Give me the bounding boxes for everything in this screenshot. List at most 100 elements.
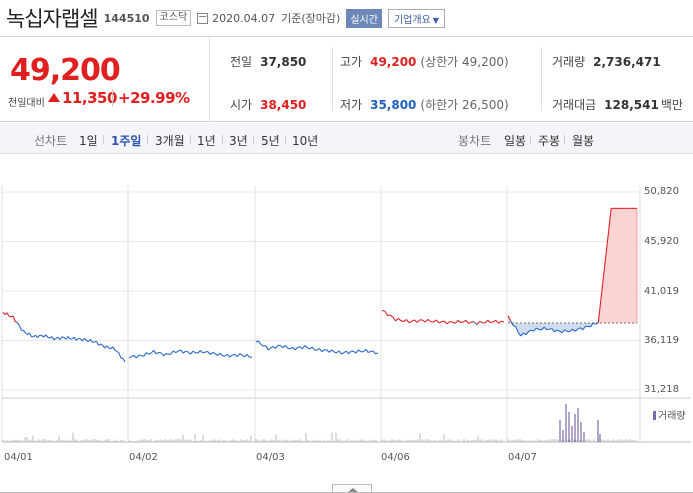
tab-5y[interactable]: 5년 bbox=[261, 134, 280, 148]
price-line-segment bbox=[523, 332, 527, 336]
price-line-segment bbox=[47, 336, 50, 339]
price-line-segment bbox=[108, 347, 112, 350]
price-line-segment bbox=[411, 319, 415, 322]
price-line-segment bbox=[12, 315, 16, 322]
price-line-segment bbox=[160, 352, 164, 357]
volume-label: 거래량 bbox=[552, 55, 586, 69]
price-line-segment bbox=[86, 339, 89, 343]
y-tick-label: 45,920 bbox=[644, 236, 679, 247]
price-line-segment bbox=[372, 350, 376, 355]
price-line-segment bbox=[608, 208, 612, 232]
price-line-segment bbox=[561, 329, 566, 334]
quote-date-suffix: 기준(장마감) bbox=[281, 12, 341, 25]
price-line-segment bbox=[275, 344, 279, 349]
price-line-segment bbox=[33, 334, 36, 338]
price-line-segment bbox=[141, 355, 144, 357]
loss-area bbox=[508, 323, 637, 336]
price-line-segment bbox=[96, 341, 100, 346]
price-line-segment bbox=[182, 350, 186, 354]
amount-value: 128,541 bbox=[604, 98, 659, 112]
price-chart[interactable] bbox=[0, 176, 693, 476]
price-line-segment bbox=[572, 328, 576, 332]
price-line-segment bbox=[602, 253, 607, 277]
price-line-segment bbox=[443, 320, 448, 325]
volume-legend-swatch bbox=[653, 411, 656, 420]
price-line-segment bbox=[479, 320, 483, 324]
price-line-segment bbox=[452, 321, 456, 324]
price-line-segment bbox=[180, 349, 184, 354]
price-line-segment bbox=[177, 349, 181, 352]
price-line-segment bbox=[528, 329, 532, 332]
prev-close: 전일 37,850 bbox=[230, 53, 306, 70]
price-line-segment bbox=[328, 349, 333, 353]
stock-title[interactable]: 녹십자랩셀 bbox=[6, 7, 99, 31]
price-line-segment bbox=[187, 351, 191, 355]
price-line-segment bbox=[55, 336, 59, 339]
price-line-segment bbox=[468, 321, 472, 325]
price-line-segment bbox=[234, 353, 238, 358]
price-line-segment bbox=[143, 352, 147, 357]
price-line-segment bbox=[457, 319, 461, 324]
price-line-segment bbox=[362, 348, 367, 353]
price-line-segment bbox=[102, 344, 106, 349]
price-line-segment bbox=[595, 322, 599, 325]
price-line-segment bbox=[61, 336, 65, 338]
price-line-segment bbox=[517, 332, 522, 337]
price-line-segment bbox=[375, 352, 379, 355]
price-line-segment bbox=[435, 319, 440, 324]
tab-monthly[interactable]: 월봉 bbox=[572, 134, 595, 148]
amount-label: 거래대금 bbox=[552, 98, 597, 112]
tab-1d[interactable]: 1일 bbox=[79, 134, 98, 148]
price-line-segment bbox=[22, 329, 26, 334]
price-line-segment bbox=[83, 338, 87, 341]
tab-separator bbox=[103, 135, 104, 144]
price-line-segment bbox=[170, 350, 174, 355]
tab-3m[interactable]: 3개월 bbox=[155, 134, 185, 148]
y-tick-label: 31,218 bbox=[644, 384, 679, 395]
stock-code: 144510 bbox=[103, 11, 150, 25]
tab-10y[interactable]: 10년 bbox=[292, 134, 319, 148]
price-line-segment bbox=[403, 319, 407, 323]
price-line-segment bbox=[392, 316, 397, 322]
price-line-segment bbox=[229, 354, 233, 358]
price-line-segment bbox=[165, 353, 169, 355]
price-line-segment bbox=[153, 350, 157, 355]
tab-separator bbox=[222, 135, 223, 144]
price-line-segment bbox=[326, 349, 330, 353]
price-line-segment bbox=[257, 340, 262, 345]
open-label: 시가 bbox=[230, 98, 253, 112]
price-line-segment bbox=[365, 348, 369, 353]
upper-limit: (상한가 49,200) bbox=[420, 55, 509, 69]
price-line-segment bbox=[135, 354, 140, 359]
price-line-segment bbox=[106, 345, 110, 349]
tab-1y[interactable]: 1년 bbox=[197, 134, 216, 148]
price-line-segment bbox=[484, 319, 489, 324]
realtime-button[interactable]: 실시간 bbox=[346, 8, 382, 28]
tab-1w[interactable]: 1주일 bbox=[111, 134, 142, 148]
price-line-segment bbox=[100, 343, 103, 346]
price-line-segment bbox=[244, 354, 248, 358]
price-line-segment bbox=[185, 350, 189, 353]
tab-separator bbox=[530, 135, 531, 144]
price-line-segment bbox=[368, 350, 371, 354]
price-line-segment bbox=[297, 346, 301, 349]
price-line-segment bbox=[405, 319, 410, 324]
price-line-segment bbox=[536, 327, 540, 330]
low-label: 저가 bbox=[340, 98, 363, 112]
price-line-segment bbox=[175, 350, 179, 354]
tab-3y[interactable]: 3년 bbox=[229, 134, 248, 148]
line-chart-label: 선차트 bbox=[34, 134, 68, 148]
price-line-segment bbox=[128, 355, 132, 359]
tab-separator bbox=[190, 135, 191, 144]
price-line-segment bbox=[239, 353, 243, 356]
collapse-chart-button[interactable] bbox=[332, 484, 372, 493]
tab-daily[interactable]: 일봉 bbox=[504, 134, 527, 148]
price-line-segment bbox=[172, 350, 177, 354]
company-info-button[interactable]: 기업개요 ▼ bbox=[387, 8, 445, 28]
tab-weekly[interactable]: 주봉 bbox=[538, 134, 561, 148]
x-tick-label: 04/03 bbox=[256, 452, 285, 463]
price-line-segment bbox=[246, 354, 250, 358]
price-line-segment bbox=[301, 345, 306, 350]
price-line-segment bbox=[414, 319, 418, 323]
price-line-segment bbox=[16, 322, 20, 326]
